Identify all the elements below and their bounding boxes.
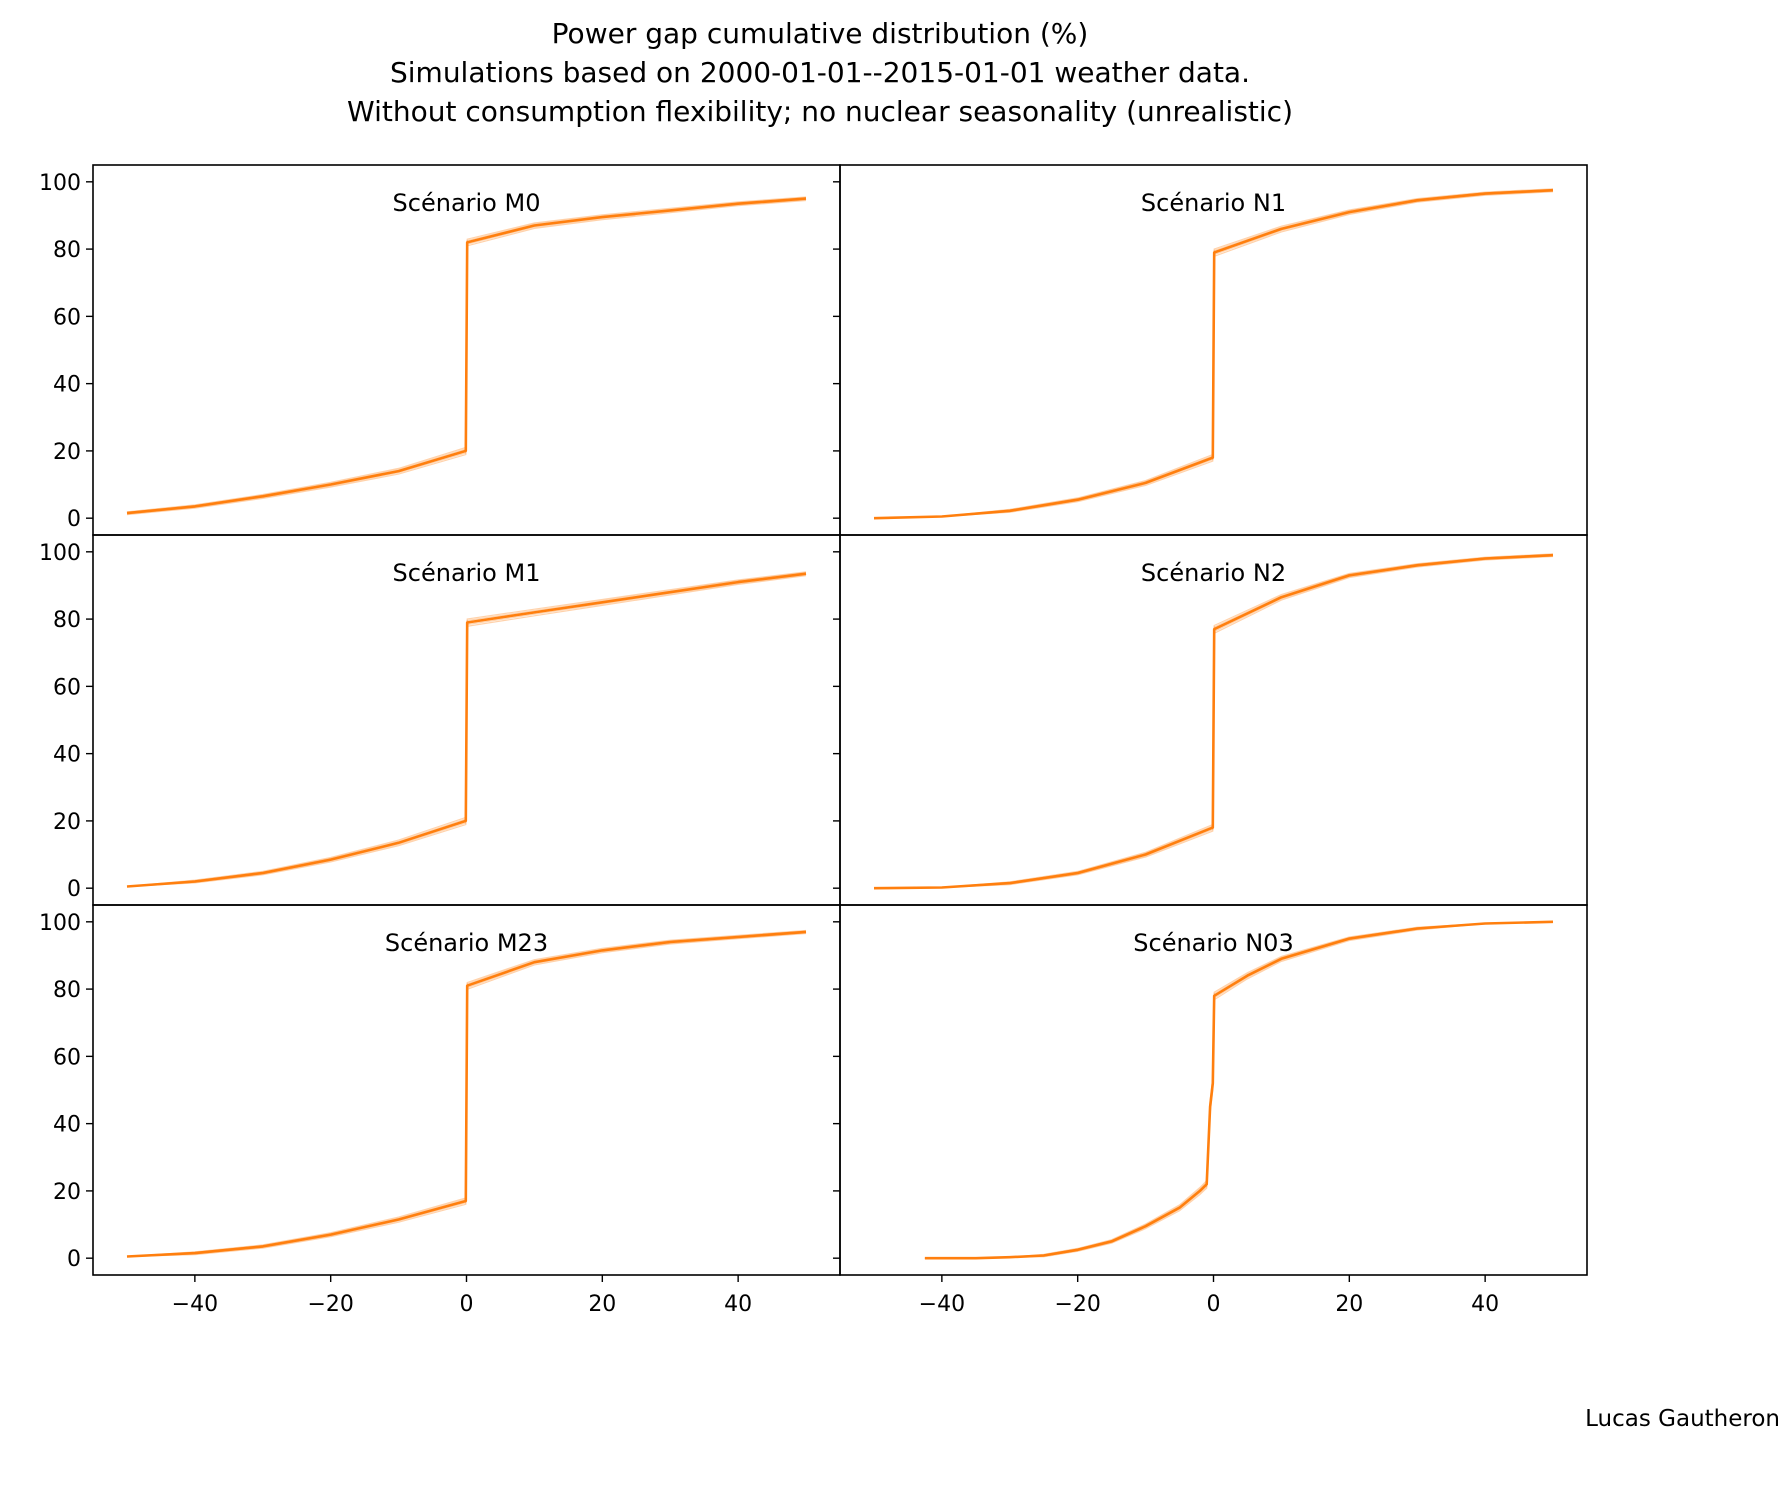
panel-5-ytick-label: 40 [53,1113,81,1138]
panel-6-variant-line [924,921,1554,1259]
panel-5-xtick-label: 20 [588,1292,616,1317]
panel-5-title: Scénario M23 [385,929,548,957]
panel-5-ytick-label: 20 [53,1180,81,1205]
figure-title-line-2: Simulations based on 2000-01-01--2015-01… [389,56,1250,89]
panel-6-variant-line [924,921,1554,1259]
panel-6-frame [839,904,1588,1276]
panel-6-xtick-label: 0 [1207,1292,1221,1317]
panel-5-xtick-label: 40 [724,1292,752,1317]
panel-1-series-line [126,197,807,515]
panel-6-xtick-label: 40 [1471,1292,1499,1317]
panel-6-xtick-label: 20 [1335,1292,1363,1317]
panel-6-xtick-label: −20 [1054,1292,1100,1317]
panel-1-ytick-label: 40 [53,373,81,398]
panel-3-ytick-label: 0 [67,877,81,902]
panel-4-title: Scénario N2 [1141,559,1286,587]
panel-3-series-line [126,572,807,888]
panel-1-title: Scénario M0 [393,189,541,217]
panel-5-ytick-label: 80 [53,978,81,1003]
author-credit: Lucas Gautheron [1585,1406,1780,1432]
panel-5-xtick-label: −20 [307,1292,353,1317]
panel-5-ytick-label: 60 [53,1045,81,1070]
panel-6-variant-line [924,921,1554,1259]
panel-6-xtick-label: −40 [919,1292,965,1317]
panel-1-ytick-label: 80 [53,238,81,263]
panel-3-ytick-label: 60 [53,675,81,700]
panel-4-series-line [873,553,1554,890]
panel-2-series-line [873,188,1554,520]
panel-6-variant-line [924,921,1554,1259]
panel-5-series-line [126,930,807,1258]
panel-1-ytick-label: 60 [53,305,81,330]
panel-6-series-line [924,920,1554,1260]
panel-3-ytick-label: 20 [53,810,81,835]
panel-5-xtick-label: 0 [460,1292,474,1317]
panel-2-title: Scénario N1 [1141,189,1286,217]
panel-5-ytick-label: 100 [39,911,81,936]
panel-3-ytick-label: 40 [53,743,81,768]
figure-title-line-1: Power gap cumulative distribution (%) [551,17,1089,50]
figure-title-line-3: Without consumption flexibility; no nucl… [347,95,1293,128]
panel-5-ytick-label: 0 [67,1247,81,1272]
panel-3-title: Scénario M1 [393,559,541,587]
panel-1-ytick-label: 100 [39,171,81,196]
panel-1-ytick-label: 20 [53,440,81,465]
panel-3-ytick-label: 100 [39,541,81,566]
panel-6-title: Scénario N03 [1133,929,1293,957]
panel-1-ytick-label: 0 [67,507,81,532]
panel-3-ytick-label: 80 [53,608,81,633]
panel-5-xtick-label: −40 [172,1292,218,1317]
